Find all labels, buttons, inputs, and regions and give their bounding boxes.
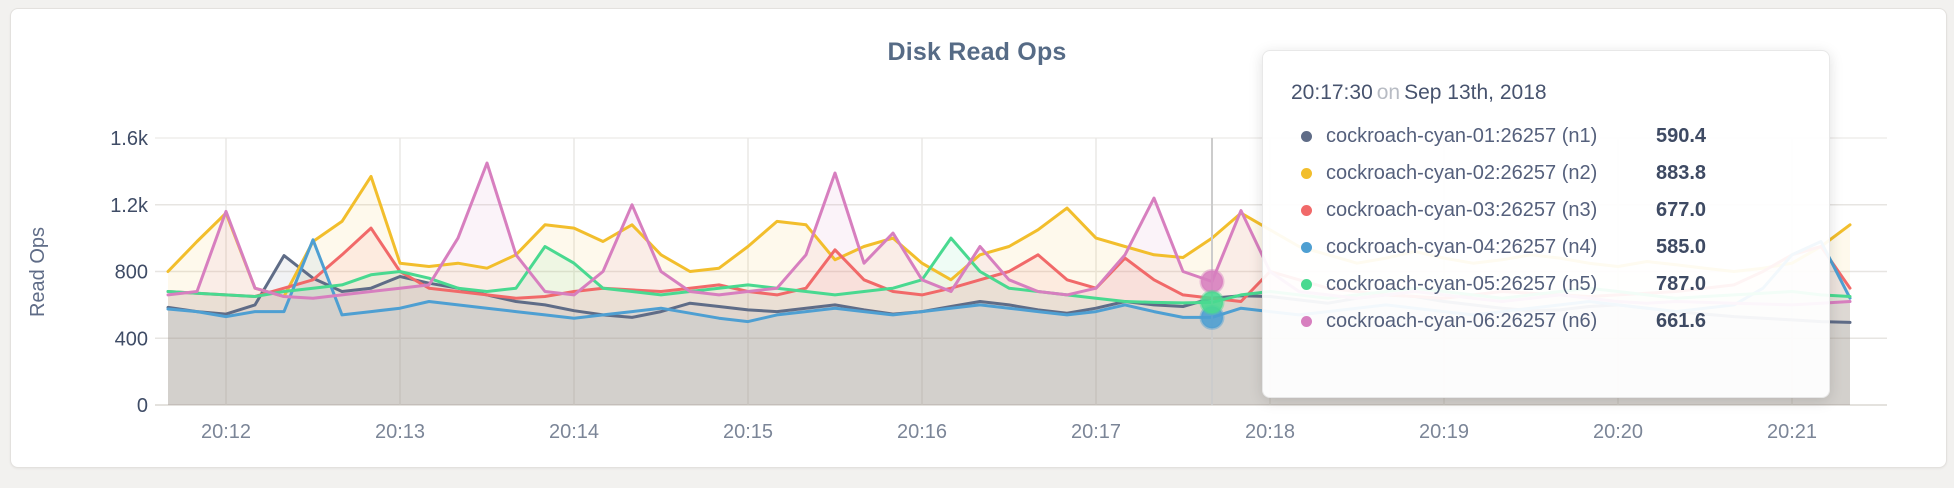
chart-title: Disk Read Ops <box>887 38 1067 66</box>
series-dot-icon <box>1301 242 1312 253</box>
x-tick-label: 20:13 <box>375 421 425 443</box>
tooltip-series-value: 787.0 <box>1656 273 1707 295</box>
tooltip-series-value: 677.0 <box>1656 199 1707 221</box>
y-tick-label: 1.2k <box>110 195 149 217</box>
tooltip-series-label: cockroach-cyan-02:26257 (n2) <box>1326 162 1598 184</box>
tooltip-series-label: cockroach-cyan-06:26257 (n6) <box>1326 310 1598 332</box>
series-dot-icon <box>1301 279 1312 290</box>
tooltip-series-label: cockroach-cyan-01:26257 (n1) <box>1326 125 1598 147</box>
tooltip-row: cockroach-cyan-02:26257 (n2) 883.8 <box>1289 155 1803 192</box>
x-tick-label: 20:14 <box>549 421 599 443</box>
tooltip-row: cockroach-cyan-04:26257 (n4) 585.0 <box>1289 229 1803 266</box>
tooltip-row: cockroach-cyan-06:26257 (n6) 661.6 <box>1289 303 1803 340</box>
x-tick-label: 20:15 <box>723 421 773 443</box>
tooltip-series-value: 883.8 <box>1656 162 1707 184</box>
tooltip-connector: on <box>1376 81 1401 104</box>
tooltip-time: 20:17:30 <box>1291 81 1373 104</box>
tooltip-series-value: 590.4 <box>1656 125 1707 147</box>
tooltip-header: 20:17:30 on Sep 13th, 2018 <box>1291 81 1803 105</box>
series-dot-icon <box>1301 316 1312 327</box>
hover-dot-n6 <box>1199 269 1225 295</box>
tooltip-series-value: 661.6 <box>1656 310 1707 332</box>
x-tick-label: 20:12 <box>201 421 251 443</box>
tooltip-row: cockroach-cyan-03:26257 (n3) 677.0 <box>1289 192 1803 229</box>
x-tick-label: 20:20 <box>1593 421 1643 443</box>
y-tick-label: 0 <box>137 395 148 417</box>
y-axis-title: Read Ops <box>27 227 49 317</box>
series-dot-icon <box>1301 168 1312 179</box>
y-tick-label: 800 <box>115 262 148 284</box>
series-dot-icon <box>1301 205 1312 216</box>
tooltip-series-value: 585.0 <box>1656 236 1707 258</box>
tooltip-series-label: cockroach-cyan-05:26257 (n5) <box>1326 273 1598 295</box>
x-tick-label: 20:16 <box>897 421 947 443</box>
x-tick-label: 20:18 <box>1245 421 1295 443</box>
series-dot-icon <box>1301 131 1312 142</box>
tooltip-row: cockroach-cyan-05:26257 (n5) 787.0 <box>1289 266 1803 303</box>
tooltip-row: cockroach-cyan-01:26257 (n1) 590.4 <box>1289 118 1803 155</box>
tooltip-rows: cockroach-cyan-01:26257 (n1) 590.4 cockroa… <box>1289 118 1803 340</box>
tooltip-series-label: cockroach-cyan-03:26257 (n3) <box>1326 199 1598 221</box>
x-tick-label: 20:17 <box>1071 421 1121 443</box>
hover-dot-n5 <box>1199 289 1225 315</box>
chart-tooltip: 20:17:30 on Sep 13th, 2018 cockroach-cyan-… <box>1262 50 1830 398</box>
y-tick-label: 1.6k <box>110 128 149 150</box>
y-tick-label: 400 <box>115 328 148 350</box>
x-tick-label: 20:21 <box>1767 421 1817 443</box>
tooltip-series-label: cockroach-cyan-04:26257 (n4) <box>1326 236 1598 258</box>
x-tick-label: 20:19 <box>1419 421 1469 443</box>
tooltip-date: Sep 13th, 2018 <box>1404 81 1547 104</box>
